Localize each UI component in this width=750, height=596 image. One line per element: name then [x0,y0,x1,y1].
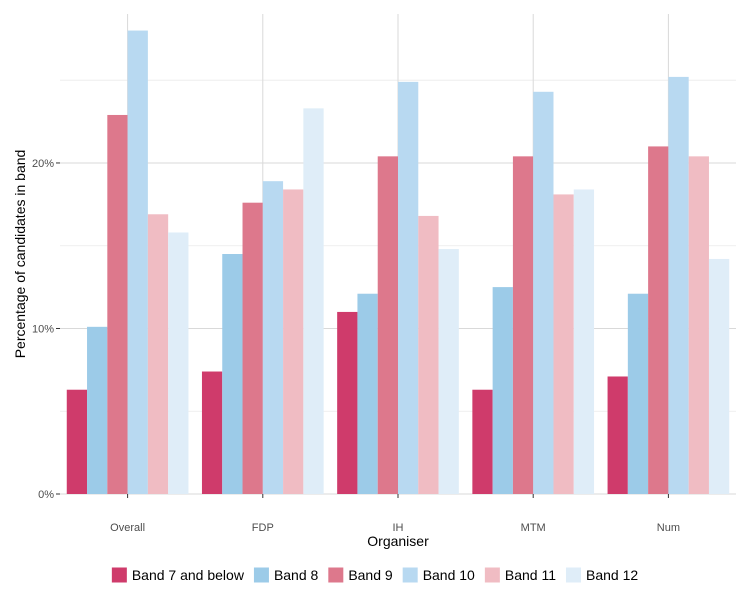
bar [66,389,88,494]
legend-swatch [328,567,344,583]
legend-label: Band 12 [586,567,638,583]
bar [337,311,358,494]
bars [66,30,730,495]
bar [201,371,223,494]
y-tick-label: 0% [38,489,54,501]
x-axis-title: Organiser [367,533,429,549]
y-axis-title: Percentage of candidates in band [12,150,28,359]
bar [607,376,628,494]
bar [668,76,689,495]
bar [688,156,709,494]
bar [627,293,649,494]
legend-swatch [111,567,127,583]
bar [242,202,263,495]
x-tick-label: FDP [252,522,274,534]
legend-label: Band 11 [505,567,556,583]
legend-swatch [253,567,269,583]
x-tick-label: Overall [110,522,145,534]
legend-label: Band 10 [423,567,475,583]
bar [398,81,419,495]
bar [533,91,554,495]
legend-label: Band 8 [274,567,319,583]
x-tick-label: MTM [521,522,546,534]
bar [377,156,398,494]
bar [648,146,669,494]
bar [512,156,534,494]
bar [127,30,148,494]
bar [418,215,439,494]
bar [107,114,128,494]
bar [87,326,108,494]
legend: Band 7 and below Band 8 Band 9 Band 10 Band … [111,567,638,583]
bar [262,181,284,494]
bar [472,389,493,494]
bar [222,254,243,494]
bar [492,287,513,494]
y-tick-label: 10% [32,323,54,335]
bar [357,293,378,494]
legend-label: Band 7 and below [132,567,245,583]
bar [147,214,169,494]
bar [438,249,459,494]
x-tick-label: IH [393,522,404,534]
bar [283,189,304,494]
legend-swatch [402,567,418,583]
axes: 0% 10% 20% Overall FDP IH MTM Num [32,158,680,534]
x-tick-label: Num [657,522,680,534]
legend-label: Band 9 [348,567,393,583]
y-tick-label: 20% [32,158,54,170]
bar [553,194,574,494]
legend-swatch [484,567,500,583]
bar [573,189,595,494]
bar [303,108,324,495]
bar [708,258,730,494]
legend-swatch [565,567,581,583]
bar [168,232,189,494]
